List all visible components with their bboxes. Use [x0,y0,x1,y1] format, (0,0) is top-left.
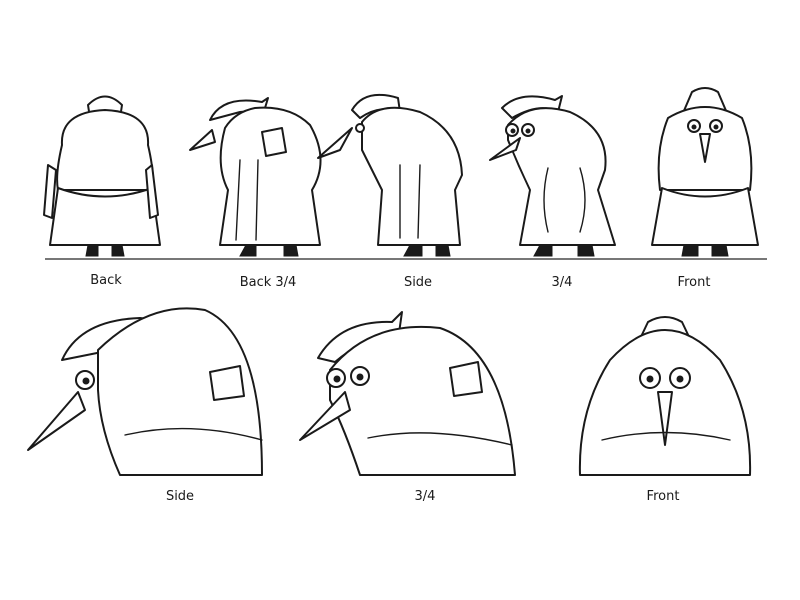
witch-side-view [317,94,463,257]
label-side-closeup: Side [165,489,195,504]
label-side: Side [403,275,433,290]
witch-three-quarter-view [489,95,616,257]
label-back: Back [90,273,122,288]
label-back-three-quarter: Back 3/4 [239,275,297,290]
witch-front-view [651,87,759,257]
label-front-closeup: Front [646,489,680,504]
witch-front-closeup [578,316,752,476]
witch-back-three-quarter-view [189,97,322,257]
label-three-quarter: 3/4 [551,275,573,290]
ground-line [45,258,767,260]
witch-back-view [43,95,161,257]
label-front: Front [677,275,711,290]
witch-three-quarter-closeup [299,311,516,476]
label-three-quarter-closeup: 3/4 [414,489,436,504]
witch-side-closeup [27,307,263,476]
